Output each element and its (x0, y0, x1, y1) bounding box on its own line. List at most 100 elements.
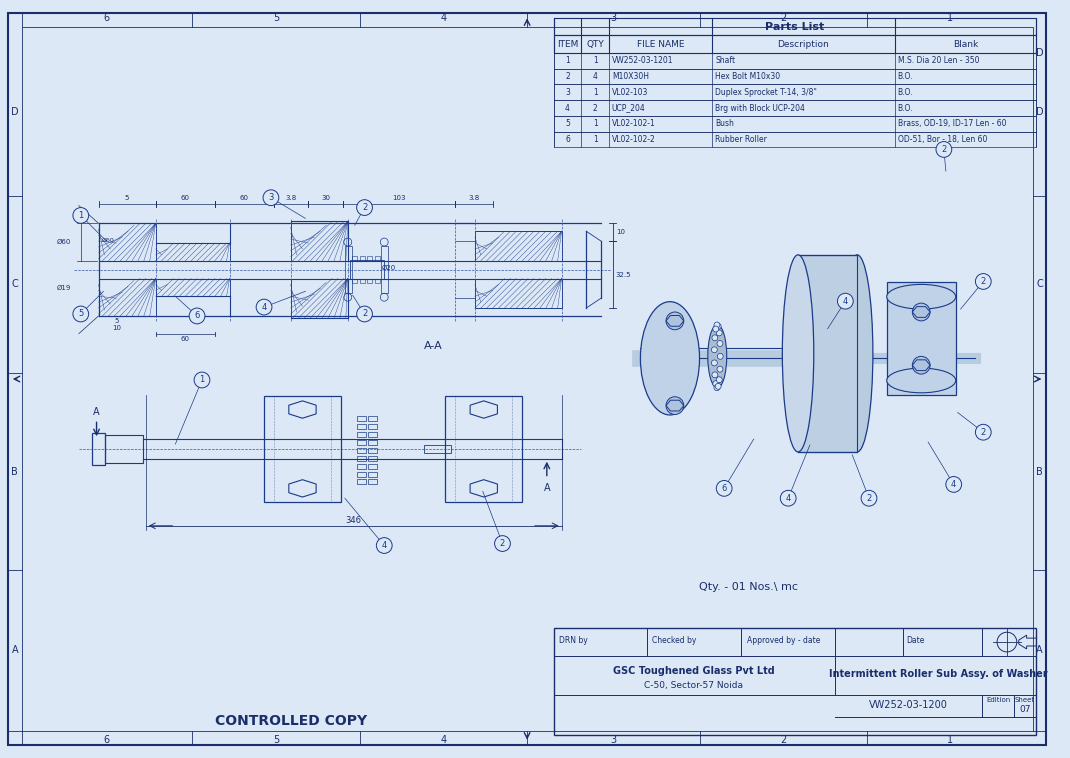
Bar (356, 448, 366, 453)
Text: QTY: QTY (586, 39, 603, 49)
Circle shape (780, 490, 796, 506)
Bar (264, 396, 341, 502)
Text: 1: 1 (593, 119, 597, 128)
Circle shape (913, 303, 930, 321)
Text: 4: 4 (382, 541, 387, 550)
Bar (368, 471, 378, 477)
Text: A-A: A-A (424, 342, 443, 352)
Circle shape (936, 142, 951, 158)
Text: Ø19: Ø19 (57, 284, 71, 290)
Text: B: B (12, 467, 18, 477)
Circle shape (716, 377, 722, 383)
Bar (291, 221, 348, 261)
Text: OD-51, Bor - 18, Len 60: OD-51, Bor - 18, Len 60 (898, 135, 987, 144)
Text: D: D (11, 107, 18, 117)
Ellipse shape (887, 284, 956, 309)
Circle shape (494, 536, 510, 551)
Circle shape (715, 324, 721, 329)
Bar (368, 448, 378, 453)
Text: 4: 4 (593, 72, 597, 81)
Bar (553, 132, 1037, 148)
Text: Checked by: Checked by (653, 636, 697, 644)
Bar (352, 256, 356, 261)
Ellipse shape (782, 255, 814, 452)
Ellipse shape (641, 302, 700, 415)
Text: 1: 1 (593, 56, 597, 65)
Text: 103: 103 (393, 195, 406, 201)
Bar (98, 224, 155, 261)
Text: ITEM: ITEM (556, 39, 578, 49)
Text: Rubber Roller: Rubber Roller (715, 135, 767, 144)
Text: Ø20: Ø20 (382, 265, 396, 271)
Bar (553, 628, 1037, 735)
Text: 5: 5 (78, 309, 83, 318)
Bar (356, 432, 366, 437)
Bar (553, 53, 1037, 69)
Bar (367, 278, 372, 283)
Text: 2: 2 (500, 539, 505, 548)
Bar (360, 256, 365, 261)
Bar (368, 464, 378, 468)
Text: 3.8: 3.8 (469, 195, 479, 201)
Bar (98, 278, 155, 316)
Text: DRN by: DRN by (559, 636, 587, 644)
Bar (381, 246, 388, 293)
Text: 2: 2 (362, 309, 367, 318)
Circle shape (189, 308, 205, 324)
Text: 1: 1 (593, 135, 597, 144)
Ellipse shape (887, 368, 956, 393)
Text: A: A (12, 646, 18, 656)
Circle shape (714, 322, 720, 328)
Bar (360, 278, 365, 283)
Circle shape (263, 190, 279, 205)
Bar (368, 432, 378, 437)
Text: 4: 4 (785, 493, 791, 503)
Text: 60: 60 (240, 195, 249, 201)
Text: 6: 6 (104, 735, 110, 744)
Text: B.O.: B.O. (898, 104, 913, 112)
Circle shape (194, 372, 210, 388)
Text: 3: 3 (610, 735, 616, 744)
Circle shape (913, 356, 930, 374)
Bar (356, 416, 366, 421)
Text: Brg with Block UCP-204: Brg with Block UCP-204 (715, 104, 805, 112)
Text: 2: 2 (867, 493, 872, 503)
Bar (553, 116, 1037, 132)
Circle shape (712, 372, 718, 377)
Text: VW252-03-1201: VW252-03-1201 (612, 56, 673, 65)
Text: 5: 5 (273, 14, 279, 23)
Bar (350, 260, 384, 280)
Text: CONTROLLED COPY: CONTROLLED COPY (215, 714, 367, 728)
Text: Intermittent Roller Sub Assy. of Washer: Intermittent Roller Sub Assy. of Washer (828, 669, 1048, 678)
Text: Shaft: Shaft (715, 56, 735, 65)
Bar (368, 440, 378, 445)
Text: 6: 6 (195, 312, 200, 321)
Ellipse shape (708, 325, 727, 388)
Circle shape (712, 335, 718, 341)
Text: 5: 5 (114, 318, 119, 324)
Circle shape (73, 306, 89, 322)
Text: D: D (1036, 48, 1043, 58)
Text: 1: 1 (947, 735, 953, 744)
Text: Date: Date (906, 636, 924, 644)
Text: 2: 2 (593, 104, 597, 112)
Text: C: C (1036, 280, 1043, 290)
Bar (368, 456, 378, 461)
Text: 1: 1 (947, 14, 953, 23)
Text: GSC Toughened Glass Pvt Ltd: GSC Toughened Glass Pvt Ltd (613, 666, 775, 675)
Circle shape (838, 293, 853, 309)
Text: 1: 1 (199, 375, 204, 384)
Text: A: A (93, 406, 100, 416)
Bar (352, 278, 356, 283)
Bar (356, 471, 366, 477)
Bar (553, 69, 1037, 84)
Text: 4: 4 (565, 104, 570, 112)
Text: VL02-102-2: VL02-102-2 (612, 135, 656, 144)
Bar (356, 456, 366, 461)
Text: 2: 2 (780, 735, 786, 744)
Text: 3: 3 (269, 193, 274, 202)
Bar (345, 246, 352, 293)
Text: UCP_204: UCP_204 (612, 104, 645, 112)
Bar (92, 433, 106, 465)
Text: 5: 5 (125, 195, 129, 201)
